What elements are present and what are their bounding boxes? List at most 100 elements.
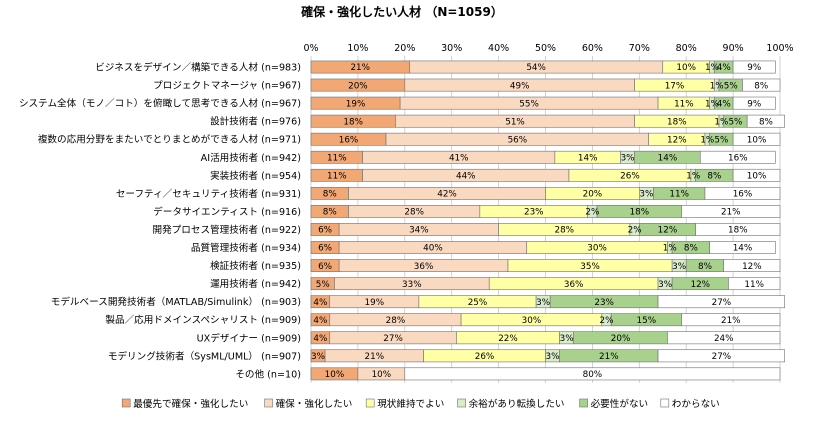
data-label: 28% [386,316,406,326]
data-label: 27% [712,298,732,308]
data-label: 8% [684,244,698,254]
data-label: 19% [365,298,385,308]
x-tick-label: 50% [535,43,556,54]
data-label: 1% [700,135,714,145]
data-label: 20% [611,334,631,344]
data-label: 12% [667,135,687,145]
bar-segment [732,168,781,182]
data-label: 21% [599,352,619,362]
bar-segment [723,259,781,272]
chart-title: 確保・強化したい人材 （N=1059） [301,4,503,19]
category-label: 運用技術者 (n=942) [210,278,301,290]
data-label: 8% [754,81,768,91]
bar-segment [667,331,781,345]
data-label: 27% [383,334,403,344]
x-tick-label: 0% [303,43,318,54]
x-tick-label: 20% [394,43,415,54]
x-tick-label: 80% [676,43,697,54]
data-label: 12% [690,280,710,290]
data-label: 41% [449,153,469,163]
data-label: 21% [721,316,741,326]
data-label: 8% [323,190,337,200]
legend-label: 必要性がない [591,398,649,410]
data-label: 3% [672,262,686,272]
data-label: 3% [546,352,560,362]
data-label: 55% [519,99,539,109]
category-label: 実装技術者 (n=954) [210,170,301,182]
data-label: 8% [698,262,712,272]
data-label: 4% [313,334,327,344]
data-label: 30% [522,316,542,326]
data-label: 10% [747,172,767,182]
x-tick-label: 100% [766,43,793,54]
data-label: 20% [583,190,603,200]
data-label: 6% [318,262,332,272]
x-tick-label: 30% [441,43,462,54]
data-label: 23% [594,298,614,308]
data-label: 19% [346,99,366,109]
data-label: 3% [658,280,672,290]
legend: 最優先で確保・強化したい 確保・強化したい 現状維持でよい 余裕があり転換したい 必要性… [121,398,720,410]
data-label: 20% [348,81,368,91]
x-axis-ticks: 0% 10% 20% 30% 40% 50% 60% 70% 80% 90% 100% [303,43,793,54]
data-label: 2% [599,316,613,326]
data-label: 42% [437,190,457,200]
bar-segment [681,313,781,327]
data-label: 21% [365,352,385,362]
bar-segment [732,132,781,146]
data-label: 18% [343,117,363,127]
data-label: 4% [717,99,731,109]
bar-segment [709,241,776,254]
bar-segment [742,78,781,92]
data-label: 16% [728,153,748,163]
category-label: その他 (n=10) [235,368,301,380]
category-label: モデリング技術者（SysML/UML） (n=907) [108,350,301,362]
data-label: 4% [717,63,731,73]
data-label: 40% [423,244,443,254]
data-label: 11% [744,280,764,290]
bar-segment [699,150,776,164]
data-label: 49% [510,81,530,91]
category-label: 開発プロセス管理技術者 (n=922) [153,224,302,236]
legend-label: 確保・強化したい [276,398,353,410]
bar-segment [732,60,776,74]
data-label: 3% [639,190,653,200]
bar-segment [404,367,781,381]
data-label: 54% [526,63,546,73]
data-label: 21% [350,63,370,73]
legend-label: 最優先で確保・強化したい [133,398,248,410]
data-label: 23% [524,208,544,218]
legend-swatch [579,398,588,408]
data-label: 9% [747,99,761,109]
data-label: 14% [578,153,598,163]
data-label: 34% [409,226,429,236]
category-label: 製品／応用ドメインスペシャリスト (n=909) [105,314,301,326]
data-label: 24% [714,334,734,344]
data-label: 15% [637,316,657,326]
bar-segments [310,60,785,381]
legend-label: わからない [672,399,720,410]
category-label: 検証技術者 (n=935) [210,260,301,272]
data-label: 1% [663,244,677,254]
x-tick-label: 60% [582,43,603,54]
bar-segment [657,349,785,363]
category-label: UXデザイナー (n=909) [197,332,301,344]
legend-label: 現状維持でよい [377,398,444,410]
data-label: 5% [728,117,742,127]
x-tick-label: 10% [347,43,368,54]
data-label: 10% [325,370,345,380]
data-label: 2% [585,208,599,218]
data-label: 27% [712,352,732,362]
data-label: 18% [728,226,748,236]
x-tick-label: 40% [488,43,509,54]
category-label: データサイエンティスト (n=916) [153,206,301,218]
data-label: 4% [313,316,327,326]
data-label: 8% [323,208,337,218]
data-label: 16% [733,190,753,200]
data-label: 12% [742,262,762,272]
legend-swatch [660,398,670,408]
data-label: 36% [564,280,584,290]
category-label: 品質管理技術者 (n=934) [191,242,301,254]
data-label: 26% [620,172,640,182]
data-label: 33% [402,280,422,290]
